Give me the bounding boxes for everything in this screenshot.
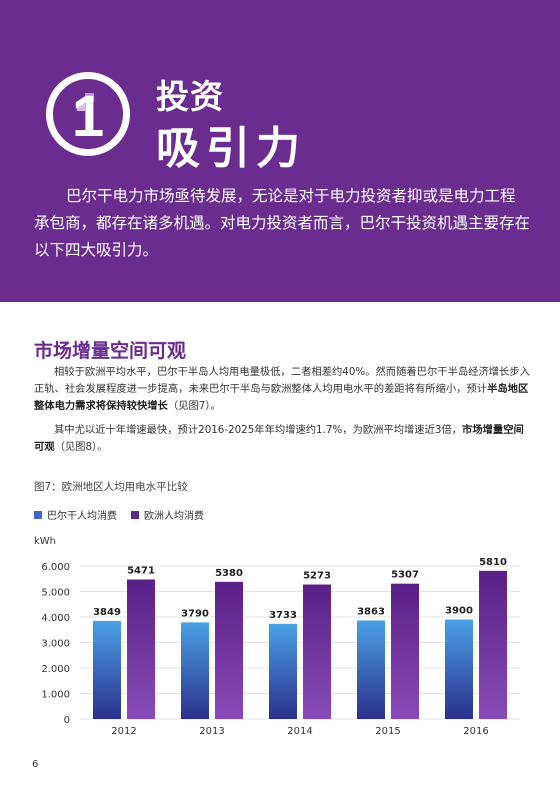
section-number-badge: 1 (46, 72, 130, 156)
data-label: 3849 (93, 607, 121, 618)
x-tick-label: 2015 (375, 726, 400, 737)
bar-europe (127, 579, 155, 719)
y-tick-label: 2.000 (41, 664, 70, 675)
chart-legend: 巴尔干人均消费 欧洲人均消费 (34, 507, 204, 522)
title-line-2: 吸引力 (156, 123, 306, 174)
bar-balkan (181, 622, 209, 719)
paragraph-1-highlight: 半岛地区整体电力需求将保持较快增长 (34, 383, 529, 412)
title-line-1: 投资 (156, 77, 224, 116)
y-tick-label: 5.000 (41, 588, 70, 599)
section-title: 市场增量空间可观 (34, 340, 187, 362)
paragraph-2-tail: （见图8）。 (54, 441, 108, 453)
legend-item-europe: 欧洲人均消费 (131, 507, 204, 522)
intro-paragraph: 巴尔干电力市场亟待发展，无论是对于电力投资者抑或是电力工程承包商，都存在诸多机遇… (34, 187, 531, 259)
page-number: 6 (32, 759, 39, 770)
paragraph-2-text: 其中尤以近十年增速最快，预计2016-2025年年均增速约1.7%，为欧洲平均增… (54, 424, 463, 436)
figure-caption: 图7：欧洲地区人均用电水平比较 (34, 481, 188, 493)
header-banner: 1 投资 吸引力 巴尔干电力市场亟待发展，无论是对于电力投资者抑或是电力工程承包… (0, 0, 560, 302)
legend-label-balkan: 巴尔干人均消费 (47, 511, 117, 522)
y-axis-label: kWh (34, 536, 56, 547)
paragraph-2-highlight: 市场增量空间可观 (34, 424, 524, 453)
bar-balkan (357, 620, 385, 719)
legend-swatch-balkan (34, 510, 42, 519)
paragraph-1: 相较于欧洲平均水平，巴尔干半岛人均用电量极低，二者相差约40%。然而随着巴尔干半… (34, 364, 530, 415)
data-label: 5471 (127, 565, 155, 576)
decor-square-icon (85, 93, 94, 102)
data-label: 5273 (303, 571, 331, 582)
y-tick-label: 4.000 (41, 613, 70, 624)
x-tick-label: 2016 (463, 726, 488, 737)
bar-balkan (269, 623, 297, 719)
bar-europe (215, 581, 243, 719)
data-label: 3900 (445, 606, 473, 617)
legend-item-balkan: 巴尔干人均消费 (34, 507, 117, 522)
bar-chart: kWh 0 1.000 2.000 3.000 4.000 5.000 6.000 3849… (34, 536, 520, 737)
paragraph-2: 其中尤以近十年增速最快，预计2016-2025年年均增速约1.7%，为欧洲平均增… (34, 422, 530, 456)
x-tick-label: 2014 (287, 726, 312, 737)
data-label: 3863 (357, 606, 385, 617)
x-tick-label: 2013 (199, 726, 224, 737)
decor-square-small-icon (77, 103, 85, 111)
bar-balkan (445, 619, 473, 719)
data-label: 5307 (391, 570, 419, 581)
legend-swatch-europe (131, 510, 139, 519)
bar-europe (303, 584, 331, 719)
data-label: 5810 (479, 557, 507, 568)
data-label: 5380 (215, 568, 243, 579)
y-tick-label: 0 (64, 715, 70, 726)
data-label: 3790 (181, 608, 209, 619)
bar-europe (479, 570, 507, 719)
paragraph-1-tail: （见图7）。 (167, 400, 221, 412)
bar-balkan (93, 620, 121, 719)
x-tick-label: 2012 (111, 726, 136, 737)
y-tick-label: 3.000 (41, 639, 70, 650)
data-label: 3733 (269, 610, 297, 621)
section-number: 1 (71, 84, 105, 149)
y-tick-label: 6.000 (41, 562, 70, 573)
bar-europe (391, 583, 419, 719)
legend-label-europe: 欧洲人均消费 (144, 511, 204, 522)
paragraph-1-text: 相较于欧洲平均水平，巴尔干半岛人均用电量极低，二者相差约40%。然而随着巴尔干半… (34, 366, 530, 395)
y-tick-label: 1.000 (41, 690, 70, 701)
